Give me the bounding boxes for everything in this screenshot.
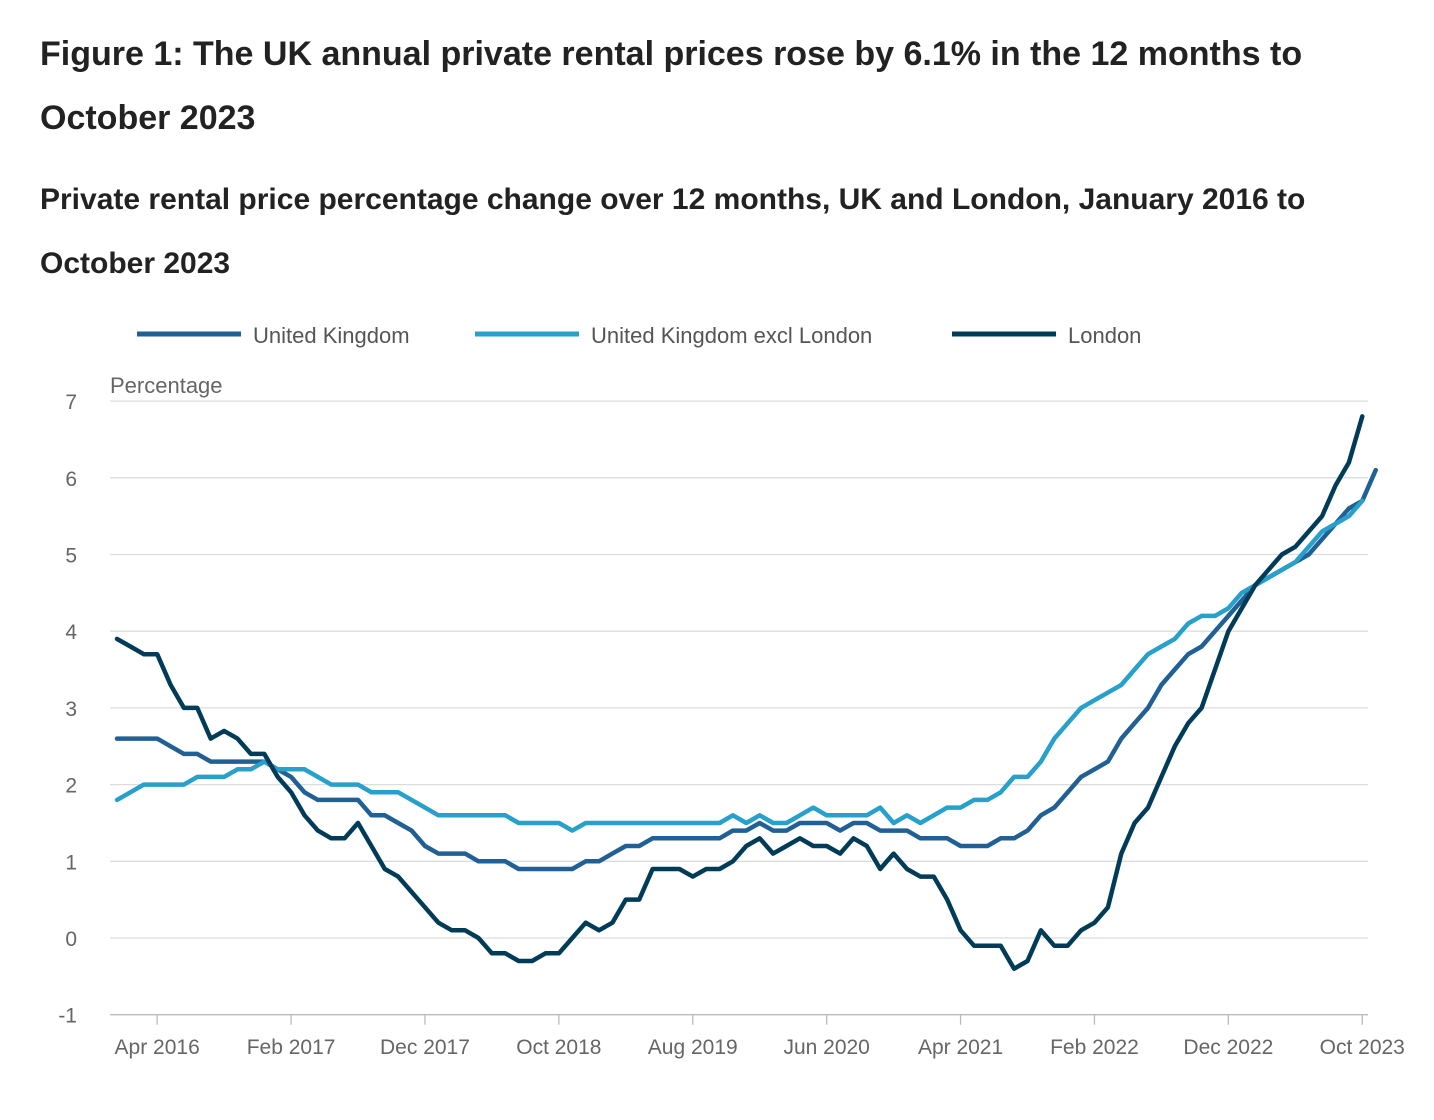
legend-label: London [1068, 323, 1141, 348]
gridlines [110, 400, 1368, 1016]
x-axis: Apr 2016 Feb 2017 Dec 2017 Oct 2018 Aug 2019… [115, 1014, 1405, 1059]
x-tick-label: Oct 2023 [1320, 1036, 1405, 1059]
chart-subtitle: Private rental price percentage change o… [40, 183, 1306, 280]
y-axis-ticks: -1 0 1 2 3 4 5 6 7 [58, 391, 77, 1028]
x-tick-label: Feb 2022 [1050, 1036, 1139, 1059]
y-tick-label: 4 [65, 621, 77, 644]
series-lines [114, 414, 1378, 971]
legend-label: United Kingdom excl London [591, 323, 872, 348]
legend-label: United Kingdom [253, 323, 410, 348]
y-tick-label: -1 [58, 1005, 77, 1028]
series-line-united-kingdom [114, 467, 1378, 872]
series-line-london [114, 414, 1365, 971]
x-tick-label: Jun 2020 [783, 1036, 869, 1059]
x-tick-label: Oct 2018 [516, 1036, 601, 1059]
y-tick-label: 5 [65, 545, 77, 568]
chart-legend: United Kingdom United Kingdom excl London… [137, 323, 1141, 348]
x-tick-label: Feb 2017 [247, 1036, 336, 1059]
y-tick-label: 6 [65, 468, 77, 491]
y-tick-label: 3 [65, 698, 77, 721]
x-tick-label: Aug 2019 [648, 1036, 738, 1059]
x-tick-label: Dec 2017 [380, 1036, 470, 1059]
y-tick-label: 2 [65, 775, 77, 798]
chart-title: Figure 1: The UK annual private rental p… [40, 35, 1303, 137]
x-tick-label: Apr 2021 [918, 1036, 1003, 1059]
x-tick-label: Apr 2016 [115, 1036, 200, 1059]
y-axis-label: Percentage [110, 373, 223, 398]
series-line-united-kingdom-excl-london [114, 498, 1365, 833]
y-tick-label: 7 [65, 391, 77, 414]
y-tick-label: 1 [65, 851, 77, 874]
y-tick-label: 0 [65, 928, 77, 951]
x-tick-label: Dec 2022 [1183, 1036, 1273, 1059]
